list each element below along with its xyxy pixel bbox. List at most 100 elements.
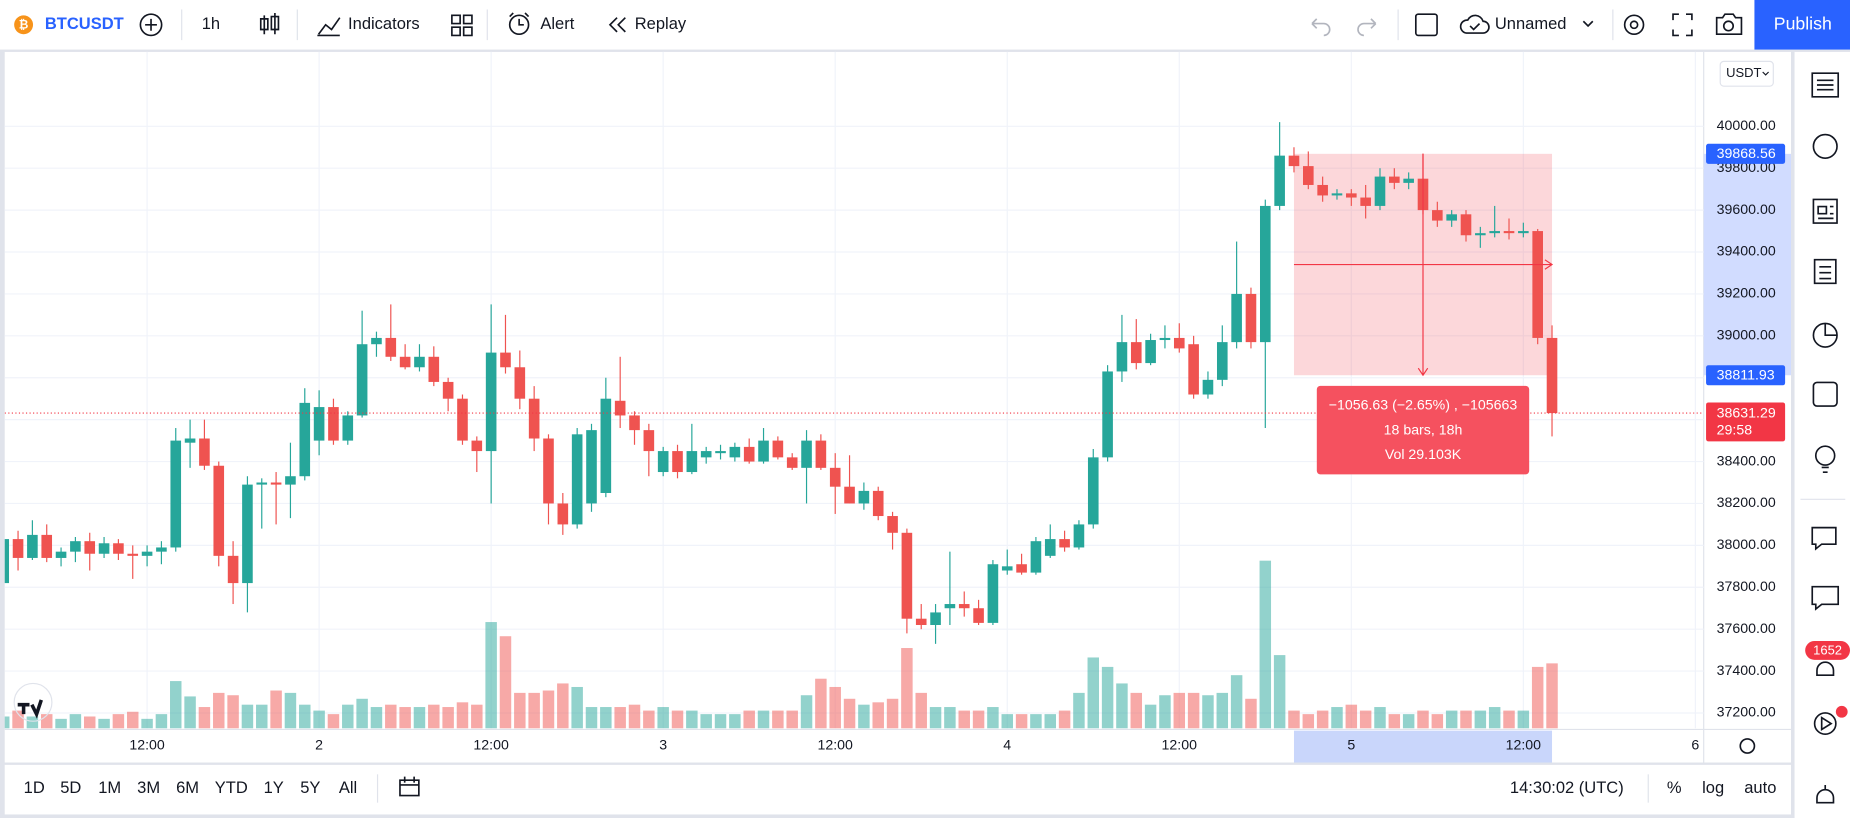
compare-icon[interactable] xyxy=(139,13,163,37)
candle-body xyxy=(1389,176,1400,183)
y-tick-label: 38400.00 xyxy=(1717,453,1776,469)
time-axis-highlight xyxy=(1293,730,1553,763)
volume-bar xyxy=(1445,710,1458,729)
candle-body xyxy=(1044,539,1056,556)
volume-bar xyxy=(184,696,196,729)
candle-body xyxy=(1001,566,1013,571)
volume-bar xyxy=(714,714,727,729)
replay-button[interactable]: Replay xyxy=(635,14,687,33)
help-icon[interactable] xyxy=(1816,784,1835,804)
candle-body xyxy=(586,430,597,504)
range-button[interactable]: 6M xyxy=(176,778,199,797)
volume-bar xyxy=(428,704,440,729)
volume-bar xyxy=(743,710,755,729)
volume-bar xyxy=(1187,692,1200,729)
alerts-icon[interactable] xyxy=(1812,133,1838,159)
alert-button[interactable]: Alert xyxy=(540,14,574,33)
candle-body xyxy=(1102,371,1113,458)
volume-bar xyxy=(1015,714,1028,729)
candle-body xyxy=(12,539,24,558)
expand-icon[interactable] xyxy=(1672,13,1693,37)
volume-bar xyxy=(40,714,53,729)
candle-body xyxy=(385,337,397,357)
chats-icon[interactable] xyxy=(1811,526,1837,551)
candle-body xyxy=(213,465,225,556)
log-toggle[interactable]: log xyxy=(1702,778,1724,797)
volume-bar xyxy=(1216,692,1229,729)
range-button[interactable]: 1D xyxy=(24,778,45,797)
fullscreen-toggle[interactable] xyxy=(1414,13,1438,37)
volume-bar xyxy=(141,718,153,729)
volume-bar xyxy=(843,698,856,729)
layout-name[interactable]: Unnamed xyxy=(1495,14,1567,33)
undo-icon[interactable] xyxy=(1311,18,1331,37)
interval[interactable]: 1h xyxy=(202,14,220,33)
symbol[interactable]: BTCUSDT xyxy=(45,14,124,33)
volume-bar xyxy=(1087,657,1099,729)
candle-body xyxy=(1059,539,1070,548)
y-tick-label: 37200.00 xyxy=(1717,705,1776,721)
volume-bar xyxy=(155,714,168,729)
price-marker-label: 39868.56 xyxy=(1717,146,1776,162)
currency-dropdown[interactable] xyxy=(1719,60,1774,87)
range-button[interactable]: 1Y xyxy=(264,778,284,797)
messages-icon[interactable] xyxy=(1811,585,1840,611)
badge-count: 1652 xyxy=(1813,642,1842,657)
volume-bar xyxy=(69,714,82,729)
hotlist-icon[interactable] xyxy=(1813,258,1837,285)
volume-bar xyxy=(972,710,985,729)
candle-body xyxy=(1532,231,1543,338)
goto-date-icon[interactable] xyxy=(399,776,420,797)
layout-dropdown[interactable] xyxy=(1582,20,1594,28)
volume-bar xyxy=(1044,714,1056,729)
snapshot-icon[interactable] xyxy=(1715,13,1743,36)
settings-icon[interactable] xyxy=(1623,14,1645,36)
percent-toggle[interactable]: % xyxy=(1667,778,1682,797)
candle-body xyxy=(600,398,612,493)
y-tick-label: 39200.00 xyxy=(1717,286,1776,302)
watchlist-icon[interactable] xyxy=(1811,72,1840,98)
notifications-icon[interactable] xyxy=(1816,661,1835,677)
publish-button[interactable] xyxy=(1754,0,1850,50)
volume-bar xyxy=(1230,675,1243,729)
redo-icon[interactable] xyxy=(1357,18,1377,37)
candle-body xyxy=(199,438,210,466)
candle-body xyxy=(227,555,239,584)
stream-icon[interactable] xyxy=(1813,712,1837,736)
range-button[interactable]: 5D xyxy=(60,778,81,797)
x-tick-label: 5 xyxy=(1347,738,1355,754)
alert-icon-hands xyxy=(509,12,530,26)
candle-body xyxy=(686,451,698,473)
volume-bar xyxy=(657,707,669,729)
y-tick-label: 39000.00 xyxy=(1717,328,1776,344)
ideas-icon[interactable] xyxy=(1814,445,1836,466)
range-button[interactable]: YTD xyxy=(215,778,248,797)
candle-body xyxy=(371,337,382,345)
volume-bar xyxy=(815,678,827,729)
candle-body xyxy=(514,367,526,399)
events-icon[interactable] xyxy=(1812,381,1838,407)
candle-body xyxy=(1130,342,1142,364)
chart-type-icon[interactable] xyxy=(259,12,280,35)
range-button[interactable]: All xyxy=(339,778,357,797)
indicators-button[interactable]: Indicators xyxy=(348,14,420,33)
clock[interactable]: 14:30:02 (UTC) xyxy=(1510,778,1624,797)
range-button[interactable]: 3M xyxy=(137,778,160,797)
volume-bar xyxy=(12,710,24,729)
range-button[interactable]: 5Y xyxy=(300,778,320,797)
candle-body xyxy=(829,467,841,487)
layout-icon[interactable] xyxy=(451,14,473,37)
x-tick-label: 2 xyxy=(315,738,323,754)
volume-bar xyxy=(198,707,211,729)
auto-toggle[interactable]: auto xyxy=(1744,778,1776,797)
news-icon[interactable] xyxy=(1812,198,1838,224)
alert-icon xyxy=(508,14,530,36)
measure-arrow-horizontal xyxy=(1293,259,1554,270)
candle-body xyxy=(1231,293,1242,343)
volume-bar xyxy=(1316,710,1329,729)
volume-bar xyxy=(1030,714,1042,729)
candle-body xyxy=(1432,210,1443,221)
candle-body xyxy=(1288,155,1300,167)
range-button[interactable]: 1M xyxy=(98,778,121,797)
time-axis-settings[interactable] xyxy=(1739,738,1756,754)
